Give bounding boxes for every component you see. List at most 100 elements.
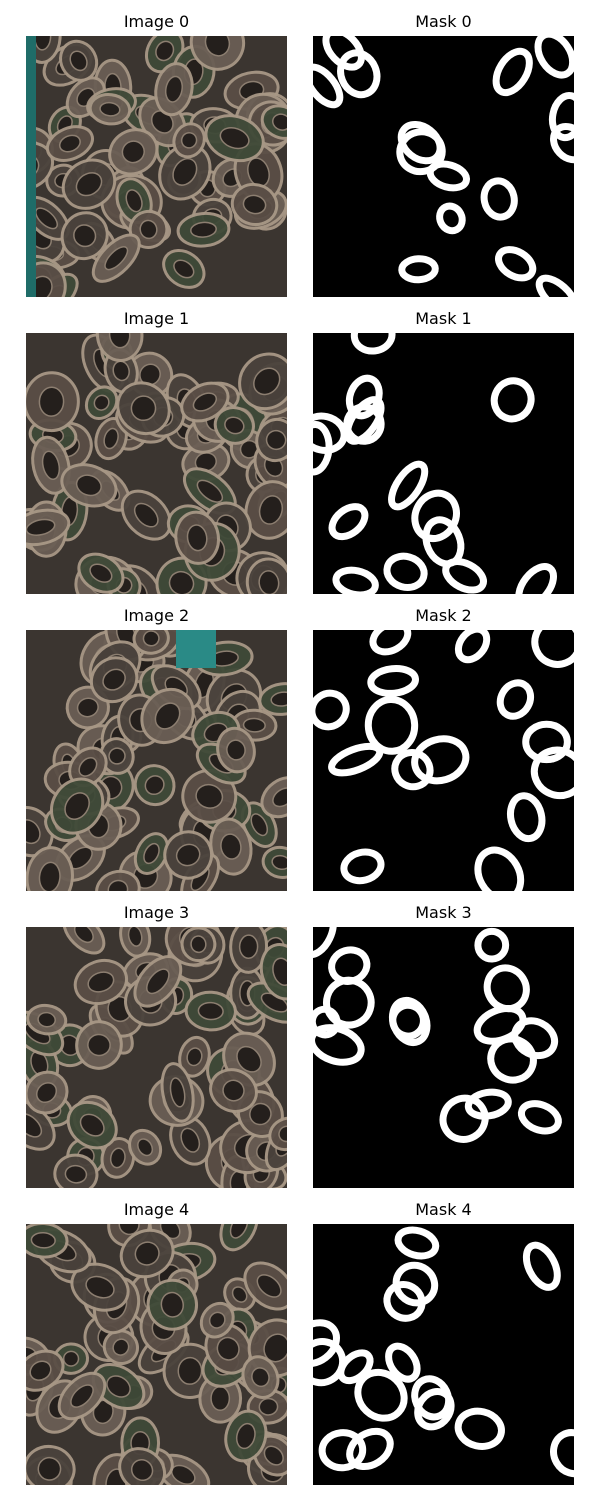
mask-ring — [313, 1024, 365, 1066]
barnacle-center — [197, 1001, 224, 1021]
barnacle-center — [69, 50, 88, 72]
mask — [313, 927, 574, 1188]
mask-ring — [313, 689, 350, 731]
mask-ring — [496, 679, 535, 720]
mask-ring — [313, 1338, 347, 1387]
barnacle-center — [112, 1338, 130, 1356]
mask-background — [313, 630, 574, 891]
mask-ring — [474, 846, 525, 891]
mask-ring — [483, 964, 530, 1013]
barnacle-center — [35, 1082, 58, 1104]
mask-ring — [517, 1100, 562, 1135]
mask-ring — [531, 630, 574, 668]
mask-ring — [515, 563, 557, 594]
mask-ring — [398, 255, 439, 284]
mask-ring — [313, 412, 348, 454]
barnacle-center — [256, 1274, 282, 1298]
barnacle-center — [108, 333, 131, 349]
barnacle-center — [258, 495, 284, 525]
teal-block — [176, 630, 216, 668]
mask-ring — [534, 36, 574, 79]
mask-title: Mask 3 — [415, 903, 471, 922]
image-title: Image 1 — [124, 309, 189, 328]
barnacle-center — [118, 1224, 140, 1236]
barnacle-center — [229, 1224, 249, 1239]
barnacle-center — [272, 957, 287, 986]
mask-ring — [313, 63, 344, 109]
mask-ring — [337, 1349, 374, 1385]
barnacle-center — [226, 739, 246, 761]
barnacle-center — [75, 474, 102, 497]
barnacle-center — [143, 842, 160, 865]
barnacle-center — [73, 224, 97, 248]
barnacle-center — [58, 134, 81, 153]
barnacle-center — [220, 833, 242, 860]
barnacle-center — [251, 1367, 270, 1388]
barnacle-center — [26, 518, 56, 536]
photo — [26, 927, 287, 1188]
image-title: Image 0 — [124, 12, 189, 31]
barnacle-center — [62, 1350, 80, 1367]
mask-ring — [328, 503, 369, 541]
mask-title: Mask 1 — [415, 309, 471, 328]
barnacle-center — [85, 1275, 115, 1299]
barnacle-center — [249, 1102, 272, 1126]
mask-ring — [396, 128, 446, 176]
barnacle-center — [235, 1422, 256, 1450]
mask-ring — [394, 1226, 440, 1260]
barnacle-center — [155, 40, 175, 62]
barnacle-center — [130, 1459, 154, 1482]
mask-ring — [522, 720, 571, 764]
barnacle-center — [169, 1077, 186, 1108]
mask-background — [313, 333, 574, 594]
barnacle-center — [222, 1079, 245, 1102]
mask-ring — [535, 274, 574, 297]
mask-ring — [422, 516, 465, 568]
barnacle-center — [186, 524, 208, 552]
barnacle-center — [180, 132, 198, 149]
mask-ring — [480, 177, 518, 221]
barnacle-center — [258, 570, 280, 594]
barnacle-center — [38, 861, 61, 891]
mask-ring — [522, 1241, 561, 1291]
barnacle-center — [35, 207, 59, 230]
barnacle-center — [154, 702, 181, 730]
mask-ring — [464, 1088, 512, 1120]
barnacle-center — [192, 392, 218, 412]
barnacle-center — [186, 1047, 203, 1067]
mask-ring — [411, 1375, 453, 1421]
barnacle-center — [26, 819, 41, 845]
mask-ring — [492, 47, 533, 97]
image-title: Image 3 — [124, 903, 189, 922]
photo — [26, 333, 287, 594]
barnacle-center — [168, 570, 195, 594]
barnacle-center — [79, 1113, 105, 1137]
mask-ring — [487, 1035, 537, 1084]
barnacle-center — [238, 934, 259, 959]
barnacle-center — [258, 1397, 279, 1416]
barnacle-center — [177, 1356, 203, 1385]
barnacle-center — [142, 630, 160, 647]
mask-ring — [411, 735, 470, 785]
barnacle-center — [242, 194, 267, 215]
barnacle-center — [134, 1241, 160, 1266]
barnacle-center — [26, 1112, 43, 1138]
mask — [313, 333, 574, 594]
image-title: Image 2 — [124, 606, 189, 625]
mask-ring — [383, 1281, 426, 1322]
barnacle-center — [272, 787, 287, 808]
barnacle-center — [208, 1311, 226, 1329]
mask-ring — [337, 49, 381, 99]
mask-title: Mask 2 — [415, 606, 471, 625]
mask-ring — [346, 1427, 394, 1471]
mask-ring — [323, 976, 375, 1029]
barnacle-center — [173, 259, 195, 279]
photo — [26, 630, 287, 891]
barnacle-center — [160, 1291, 184, 1318]
mask-ring — [550, 1429, 574, 1478]
photo — [26, 1224, 287, 1485]
barnacle-center — [196, 479, 224, 503]
barnacle-center — [73, 927, 94, 944]
mask-ring — [454, 630, 491, 664]
